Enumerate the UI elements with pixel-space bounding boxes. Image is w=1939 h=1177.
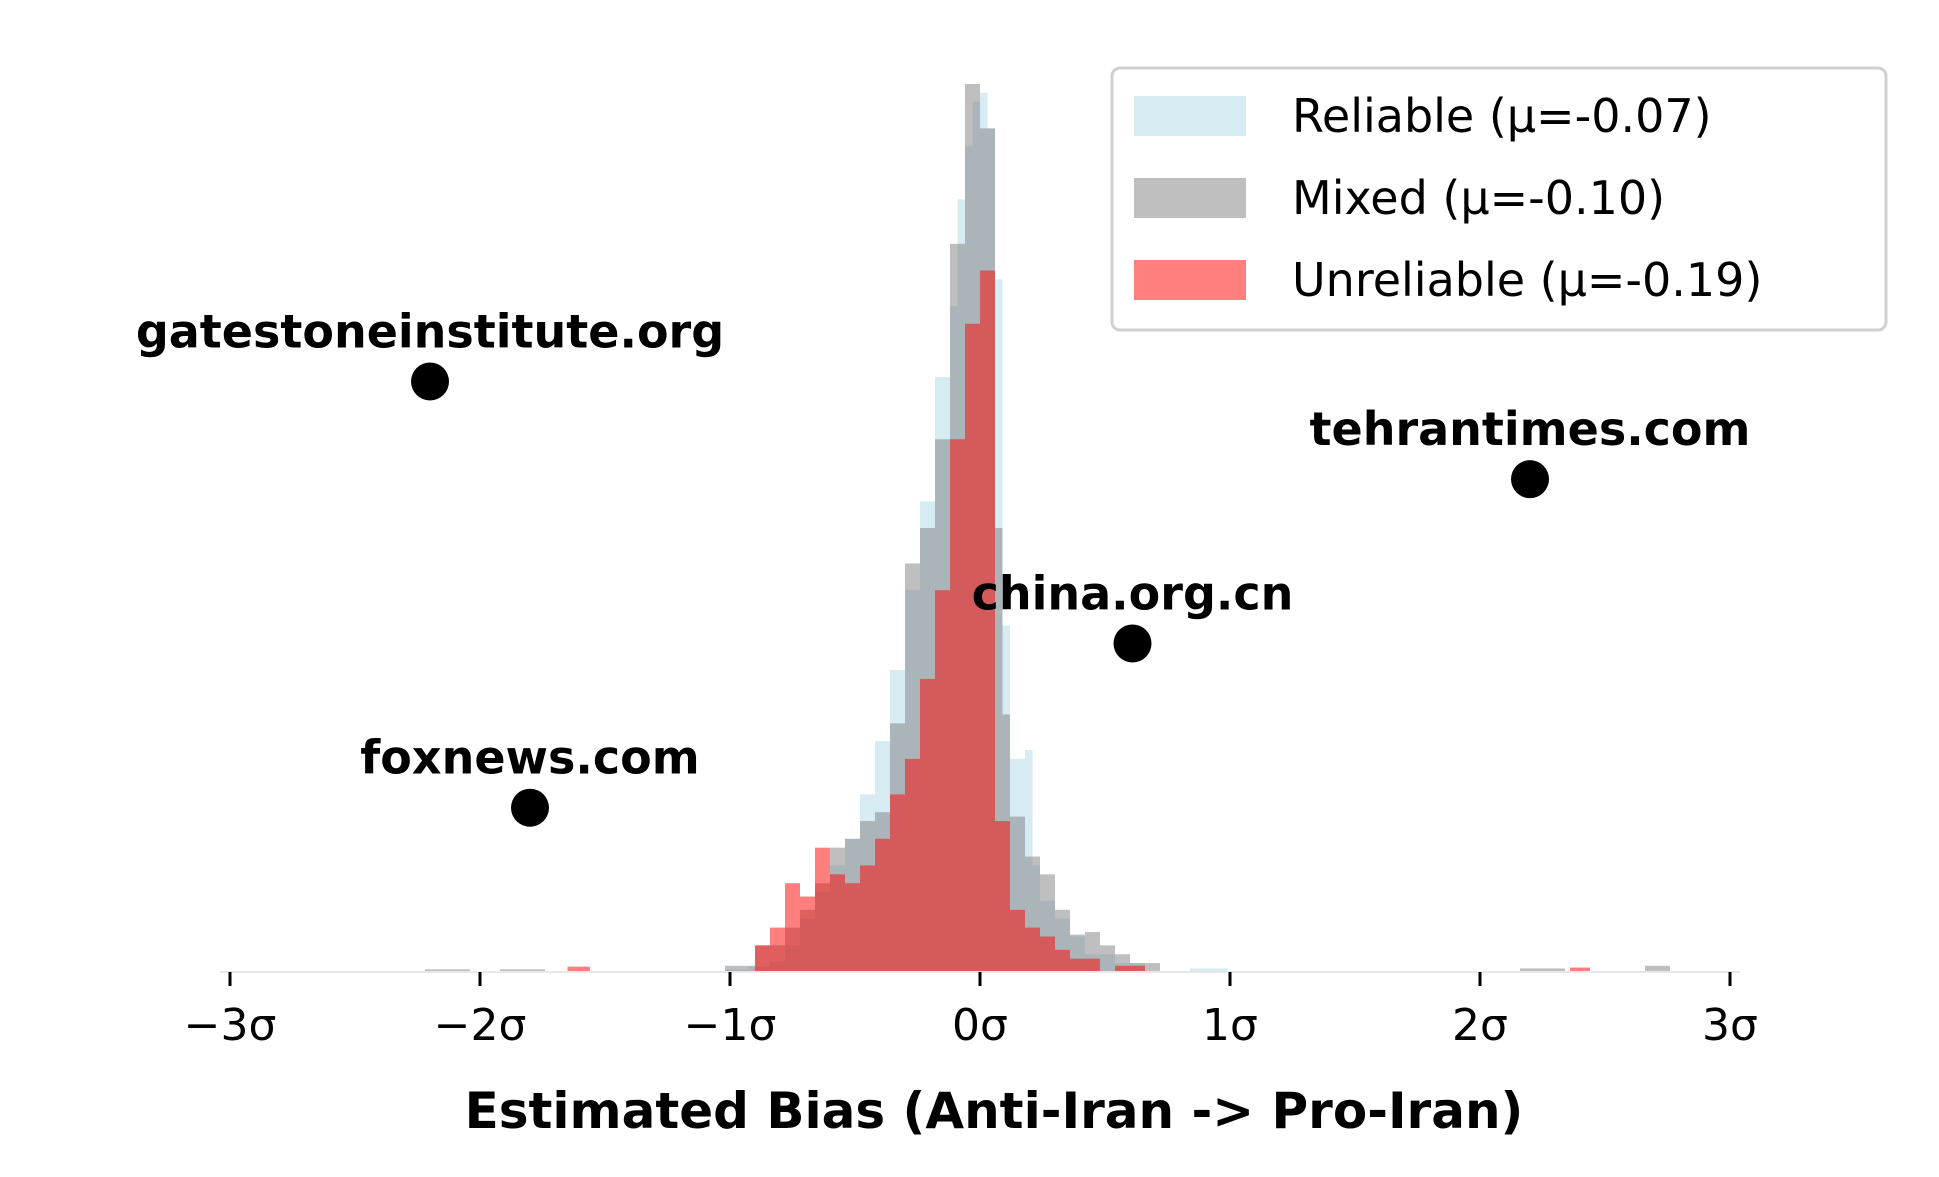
histogram-bar xyxy=(845,883,860,972)
legend-swatch xyxy=(1134,96,1246,136)
legend-swatch xyxy=(1134,260,1246,300)
annotation-label: tehrantimes.com xyxy=(1310,402,1751,456)
histogram-bar xyxy=(1115,965,1145,972)
annotation-point xyxy=(511,788,549,827)
histogram-bar xyxy=(875,838,890,972)
histogram-bar xyxy=(980,270,995,973)
legend-swatch xyxy=(1134,178,1246,218)
histogram-bar xyxy=(890,794,905,972)
histogram-bar xyxy=(1190,968,1228,972)
histogram-bar xyxy=(815,847,830,972)
histogram-bar xyxy=(860,865,875,972)
histogram-bar xyxy=(905,758,920,972)
x-tick-label: 3σ xyxy=(1702,1000,1758,1051)
histogram-bar xyxy=(500,969,545,972)
annotations: gatestoneinstitute.org tehrantimes.com chi… xyxy=(136,304,1751,827)
histogram-bar xyxy=(425,969,470,972)
x-tick-label: −3σ xyxy=(184,1000,277,1051)
x-tick-label: 1σ xyxy=(1202,1000,1258,1051)
legend-frame xyxy=(1110,66,1888,332)
annotation-point xyxy=(1511,460,1549,499)
histogram-bar xyxy=(1040,936,1055,972)
histogram-bar xyxy=(785,883,800,972)
bars-layer xyxy=(425,84,1670,973)
x-tick-label: −1σ xyxy=(684,1000,777,1051)
histogram-bar xyxy=(920,678,935,972)
histogram-bar xyxy=(950,439,965,972)
histogram-bar xyxy=(1010,909,1025,972)
legend: Reliable (μ=-0.07) Mixed (μ=-0.10) Unrelia… xyxy=(1110,66,1888,332)
histogram-bar xyxy=(965,323,980,972)
legend-label: Reliable (μ=-0.07) xyxy=(1292,89,1712,143)
legend-items: Reliable (μ=-0.07) Mixed (μ=-0.10) Unrelia… xyxy=(1134,89,1762,307)
annotation-point xyxy=(1113,624,1152,663)
histogram-bar xyxy=(935,590,950,972)
histogram-bar xyxy=(1645,965,1670,972)
legend-label: Unreliable (μ=-0.19) xyxy=(1292,253,1762,307)
histogram-bar xyxy=(1100,945,1115,972)
histogram-bar xyxy=(1025,927,1040,972)
histogram-bar xyxy=(567,966,590,972)
histogram-bar xyxy=(800,896,815,972)
x-axis-title: Estimated Bias (Anti-Iran -> Pro-Iran) xyxy=(465,1082,1524,1140)
histogram-bar xyxy=(1520,968,1565,972)
legend-label: Mixed (μ=-0.10) xyxy=(1292,171,1665,225)
series-2 xyxy=(567,270,1590,973)
histogram-bar xyxy=(1070,958,1100,972)
x-tick-label: 0σ xyxy=(952,1000,1008,1051)
x-axis-ticks: −3σ −2σ −1σ 0σ 1σ 2σ 3σ xyxy=(184,972,1758,1051)
histogram-bar xyxy=(995,528,1003,972)
histogram-bar xyxy=(725,965,755,972)
histogram-bar xyxy=(1055,949,1070,972)
histogram-bar xyxy=(770,927,785,972)
histogram-bar xyxy=(830,874,845,972)
annotation-label: foxnews.com xyxy=(360,731,699,785)
annotation-point xyxy=(411,362,449,401)
histogram-bar xyxy=(995,821,1010,972)
annotation-label: gatestoneinstitute.org xyxy=(136,304,724,358)
x-tick-label: −2σ xyxy=(434,1000,527,1051)
x-tick-label: 2σ xyxy=(1452,1000,1508,1051)
histogram-bar xyxy=(755,945,770,972)
annotation-label: china.org.cn xyxy=(972,566,1294,620)
histogram-bar xyxy=(1570,967,1590,972)
